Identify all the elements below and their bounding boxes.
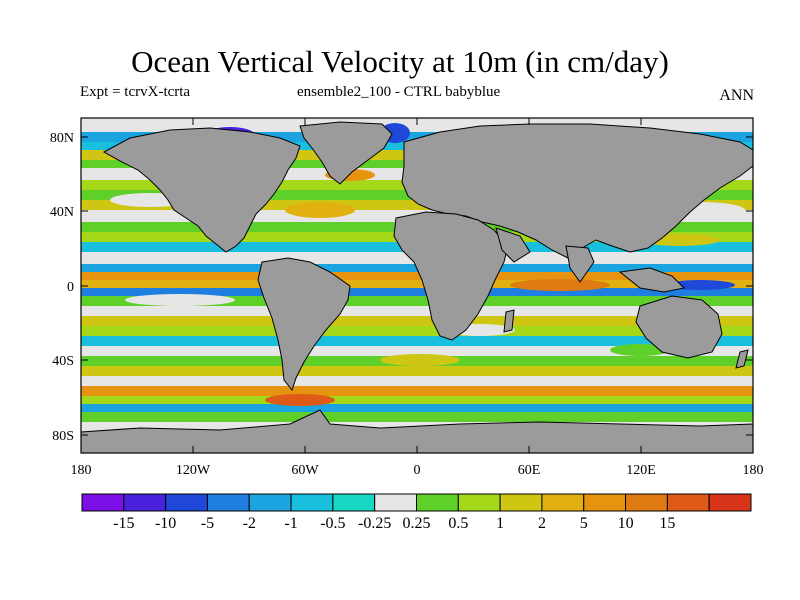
lat-tick-label: 80N bbox=[50, 131, 74, 146]
colorbar-label: 15 bbox=[659, 515, 675, 532]
colorbar-swatch bbox=[583, 493, 627, 512]
colorbar-label: -10 bbox=[155, 515, 176, 532]
colorbar-swatch bbox=[290, 493, 334, 512]
colorbar-swatch bbox=[123, 493, 167, 512]
longitude-axis bbox=[192, 118, 642, 453]
colorbar-swatch bbox=[332, 493, 376, 512]
colorbar-label: -5 bbox=[201, 515, 214, 532]
colorbar-label: 5 bbox=[580, 515, 588, 532]
colorbar-label: -2 bbox=[243, 515, 256, 532]
colorbar-swatch bbox=[374, 493, 417, 512]
colorbar-labels: -15 -10 -5 -2 -1 -0.5 -0.25 0.25 0.5 1 2 5 10 15 bbox=[113, 515, 675, 532]
colorbar-swatch bbox=[541, 493, 585, 512]
lat-tick-label: 0 bbox=[67, 280, 74, 295]
lat-tick-label: 80S bbox=[52, 429, 74, 444]
lat-tick-label: 40S bbox=[52, 354, 74, 369]
colorbar-label: -1 bbox=[284, 515, 297, 532]
colorbar-swatch bbox=[457, 493, 501, 512]
colorbar-swatch bbox=[248, 493, 292, 512]
colorbar-label: -0.25 bbox=[358, 515, 391, 532]
lon-tick-label: 180 bbox=[71, 463, 92, 478]
experiment-label: Expt = tcrvX-tcrta bbox=[80, 84, 191, 100]
colorbar-swatch bbox=[499, 493, 543, 512]
colorbar-label: -15 bbox=[113, 515, 134, 532]
colorbar-label: 1 bbox=[496, 515, 504, 532]
map-title: Ocean Vertical Velocity at 10m (in cm/da… bbox=[131, 44, 669, 79]
colorbar bbox=[81, 493, 752, 512]
colorbar-swatch bbox=[625, 493, 668, 512]
colorbar-label: 10 bbox=[618, 515, 634, 532]
lon-tick-label: 60W bbox=[291, 463, 319, 478]
season-label: ANN bbox=[719, 87, 754, 104]
colorbar-label: -0.5 bbox=[320, 515, 345, 532]
colorbar-label: 0.5 bbox=[448, 515, 468, 532]
colorbar-swatch bbox=[165, 493, 208, 512]
land-masses bbox=[81, 121, 753, 453]
lon-tick-label: 0 bbox=[414, 463, 421, 478]
colorbar-swatch bbox=[708, 493, 752, 512]
lon-tick-label: 60E bbox=[518, 463, 541, 478]
map-plot-area bbox=[81, 118, 753, 453]
lon-tick-label: 180 bbox=[743, 463, 764, 478]
latitude-axis bbox=[81, 136, 753, 436]
colorbar-swatch bbox=[666, 493, 710, 512]
colorbar-swatch bbox=[81, 493, 125, 512]
lon-tick-label: 120W bbox=[176, 463, 211, 478]
ensemble-label: ensemble2_100 - CTRL babyblue bbox=[297, 84, 501, 100]
colorbar-label: 0.25 bbox=[403, 515, 431, 532]
lat-tick-label: 40N bbox=[50, 205, 74, 220]
colorbar-label: 2 bbox=[538, 515, 546, 532]
colorbar-swatch bbox=[206, 493, 250, 512]
colorbar-swatch bbox=[416, 493, 459, 512]
lon-tick-label: 120E bbox=[626, 463, 656, 478]
